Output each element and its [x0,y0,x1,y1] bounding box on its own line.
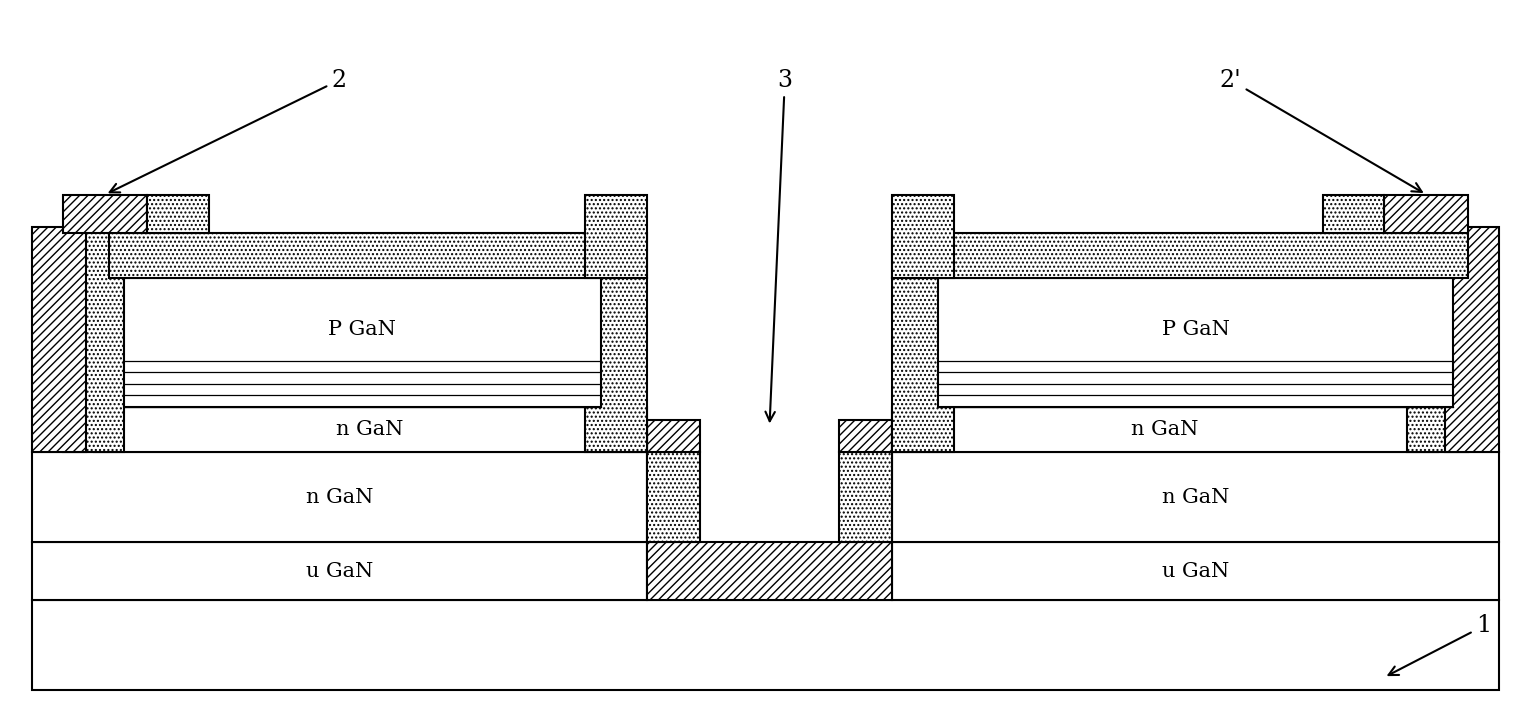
Bar [63,195,148,233]
Bar [32,600,1499,690]
Bar [585,195,646,278]
Text: n GaN: n GaN [337,420,403,439]
Text: 3: 3 [765,68,793,421]
Text: n GaN: n GaN [1162,488,1230,507]
Bar [893,542,1499,600]
Bar [893,452,1499,542]
Bar [646,542,893,600]
Text: u GaN: u GaN [1162,562,1230,581]
Bar [839,420,893,452]
Bar [1407,227,1468,452]
Bar [585,278,646,452]
Text: n GaN: n GaN [306,488,372,507]
Text: u GaN: u GaN [306,562,372,581]
Bar [646,420,700,452]
Bar [109,233,646,278]
Text: 1: 1 [1388,614,1491,675]
Bar [893,195,954,278]
Bar [839,452,893,542]
Bar [148,195,209,233]
Bar [893,233,1468,278]
Bar [32,452,646,542]
Bar [32,542,646,600]
Bar [1384,195,1468,233]
Text: n GaN: n GaN [1131,420,1199,439]
Text: 2: 2 [109,68,346,193]
Text: 2': 2' [1219,68,1422,192]
Bar [893,278,954,452]
Bar [125,278,600,407]
Bar [32,227,86,452]
Bar [1445,227,1499,452]
Bar [939,278,1453,407]
Bar [893,407,1437,452]
Bar [1322,195,1384,233]
Bar [646,452,700,542]
Bar [94,407,646,452]
Bar [63,227,125,452]
Text: P GaN: P GaN [1162,320,1230,339]
Text: P GaN: P GaN [328,320,397,339]
